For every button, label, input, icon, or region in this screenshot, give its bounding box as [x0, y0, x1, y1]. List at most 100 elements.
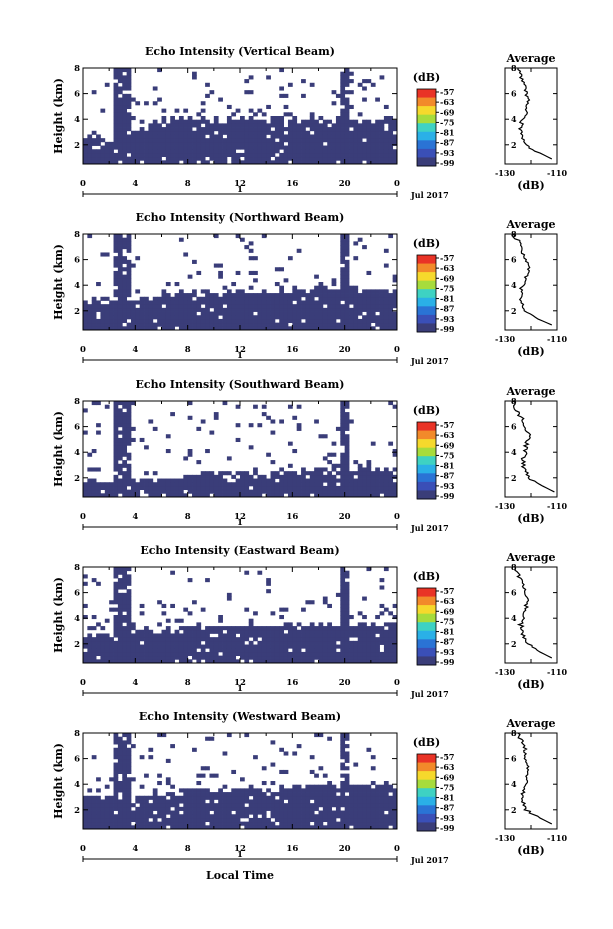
echo-cell [274, 799, 280, 804]
echo-cell [340, 256, 346, 261]
echo-cell [322, 659, 328, 664]
echo-cell [344, 467, 350, 472]
echo-cell [279, 123, 285, 128]
colorbar-tick-label: -81 [440, 793, 454, 803]
echo-cell [283, 152, 289, 158]
echo-cell [117, 607, 123, 612]
echo-cell [270, 430, 276, 435]
echo-cell [266, 130, 271, 135]
echo-cell [126, 740, 132, 745]
panel-3: Echo Intensity (Eastward Beam)2468Height… [52, 544, 567, 699]
echo-cell [126, 119, 132, 124]
echo-cell [157, 773, 162, 778]
echo-cell [244, 296, 250, 301]
echo-cell [192, 485, 197, 491]
echo-cell [244, 300, 250, 305]
echo-cell [253, 134, 258, 139]
echo-cell [126, 644, 132, 649]
echo-cell [231, 318, 237, 324]
echo-cell [366, 141, 372, 146]
echo-cell [148, 134, 154, 139]
echo-cell [287, 810, 293, 815]
echo-cell [157, 141, 162, 146]
echo-cell [327, 318, 332, 324]
echo-cell [231, 304, 237, 309]
echo-cell [139, 478, 145, 483]
echo-cell [209, 141, 215, 146]
echo-cell [353, 138, 359, 143]
echo-cell [383, 293, 389, 298]
echo-cell [331, 315, 337, 320]
echo-cell [113, 581, 119, 586]
echo-cell [122, 452, 128, 457]
echo-cell [301, 160, 306, 165]
echo-cell [340, 97, 346, 102]
echo-cell [205, 160, 210, 165]
echo-cell [388, 806, 394, 811]
echo-cell [340, 141, 346, 146]
colorbar-segment [417, 464, 436, 474]
echo-cell [235, 145, 241, 150]
echo-cell [244, 474, 250, 479]
echo-cell [130, 401, 136, 406]
echo-cell [100, 145, 106, 150]
echo-cell [266, 629, 271, 634]
echo-cell [222, 803, 228, 808]
echo-cell [117, 90, 123, 95]
colorbar-tick-label: -75 [440, 782, 454, 792]
echo-cell [218, 263, 223, 268]
echo-cell [235, 130, 241, 135]
echo-cell [322, 307, 328, 312]
echo-cell [388, 401, 394, 406]
echo-cell [270, 821, 276, 826]
echo-cell [375, 296, 380, 301]
echo-cell [392, 404, 398, 409]
echo-cell [174, 145, 180, 150]
echo-cell [292, 152, 298, 158]
echo-cell [340, 259, 346, 264]
echo-cell [392, 289, 398, 294]
echo-cell [235, 315, 241, 320]
echo-cell [318, 322, 324, 327]
echo-cell [165, 637, 171, 642]
echo-cell [183, 141, 189, 146]
echo-cell [235, 803, 241, 808]
echo-cell [340, 463, 346, 468]
echo-cell [235, 304, 241, 309]
echo-cell [218, 799, 223, 804]
echo-cell [318, 626, 324, 631]
echo-cell [157, 648, 162, 653]
echo-cell [222, 156, 228, 161]
echo-cell [331, 626, 337, 631]
echo-cell [240, 315, 245, 320]
echo-cell [174, 296, 180, 301]
echo-cell [226, 814, 232, 819]
echo-cell [113, 766, 119, 771]
panel-4: Echo Intensity (Westward Beam)2468Height… [52, 710, 567, 865]
echo-cell [266, 152, 271, 158]
echo-cell [104, 814, 110, 819]
echo-cell [126, 751, 132, 756]
echo-cell [96, 777, 101, 782]
echo-cell [113, 138, 119, 143]
echo-cell [178, 485, 184, 491]
echo-cell [109, 489, 114, 494]
echo-cell [178, 806, 184, 811]
echo-cell [305, 296, 311, 301]
echo-cell [126, 471, 132, 476]
echo-cell [340, 633, 346, 638]
echo-cell [366, 123, 372, 128]
echo-cell [266, 493, 271, 498]
echo-cell [117, 415, 123, 420]
echo-cell [91, 467, 97, 472]
echo-cell [183, 322, 189, 327]
echo-cell [296, 489, 302, 494]
echo-cell [96, 821, 101, 826]
echo-cell [314, 648, 319, 653]
echo-cell [353, 792, 359, 797]
echo-cell [205, 817, 210, 823]
colorbar-segment [417, 630, 436, 640]
echo-cell [117, 101, 123, 106]
average-title: Average [505, 218, 555, 231]
echo-cell [135, 315, 141, 320]
